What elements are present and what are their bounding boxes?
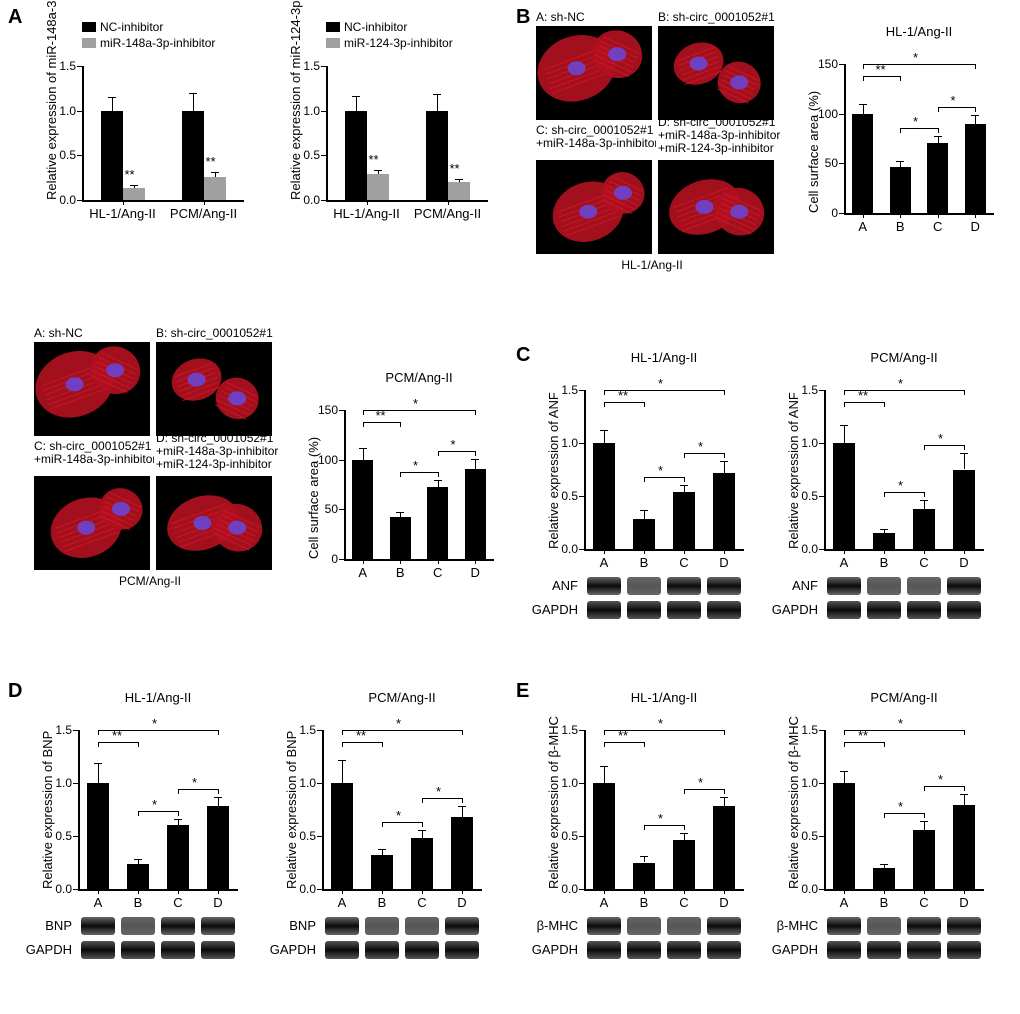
panel-label-B: B	[516, 6, 530, 29]
four-bar-chart: PCM/Ang-IIRelative expression of BNP0.00…	[278, 690, 488, 1005]
four-bar-chart: HL-1/Ang-IICell surface area (%)05010015…	[800, 24, 1000, 249]
cell-micrograph	[34, 342, 150, 436]
four-bar-chart: PCM/Ang-IIRelative expression of ANF0.00…	[780, 350, 990, 665]
cell-micrograph	[156, 476, 272, 570]
four-bar-chart: PCM/Ang-IICell surface area (%)050100150…	[300, 370, 500, 595]
cell-micrograph	[536, 160, 652, 254]
four-bar-chart: HL-1/Ang-IIRelative expression of β-MHC0…	[540, 690, 750, 1005]
cell-micrograph	[156, 342, 272, 436]
four-bar-chart: HL-1/Ang-IIRelative expression of ANF0.0…	[540, 350, 750, 665]
cell-micrograph	[658, 26, 774, 120]
grouped-bar-chart: Relative expression of miR-148a-3pNC-inh…	[34, 20, 254, 240]
cell-micrograph	[34, 476, 150, 570]
cell-micrograph	[536, 26, 652, 120]
four-bar-chart: PCM/Ang-IIRelative expression of β-MHC0.…	[780, 690, 990, 1005]
grouped-bar-chart: Relative expression of miR-124-3pNC-inhi…	[278, 20, 498, 240]
four-bar-chart: HL-1/Ang-IIRelative expression of BNP0.0…	[34, 690, 244, 1005]
panel-label-E: E	[516, 680, 529, 703]
cell-micrograph	[658, 160, 774, 254]
panel-label-A: A	[8, 6, 22, 29]
panel-label-C: C	[516, 344, 530, 367]
panel-label-D: D	[8, 680, 22, 703]
